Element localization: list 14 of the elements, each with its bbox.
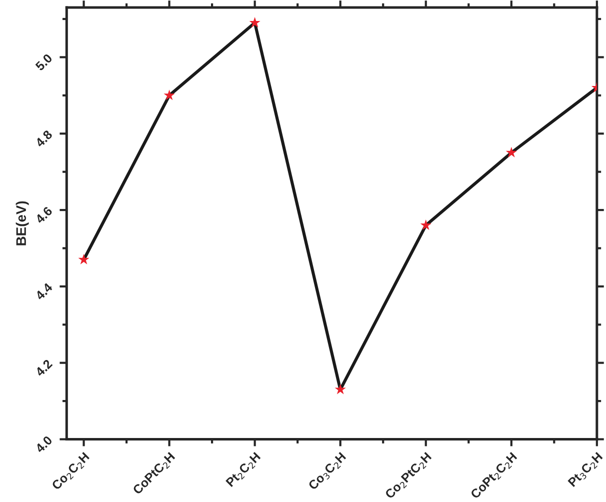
x-tick-label: Co$_{2}$C$_{2}$H — [51, 452, 91, 492]
x-tick-label: CoPt$_{2}$C$_{2}$H — [470, 452, 519, 501]
x-tick-label: Co$_{2}$PtC$_{2}$H — [384, 452, 434, 501]
y-tick-label: 4.4 — [34, 282, 53, 300]
y-tick-label: 4.8 — [34, 130, 53, 148]
y-tick-label: 4.2 — [34, 358, 53, 377]
x-tick-label: Pt$_{3}$C$_{2}$H — [568, 452, 604, 489]
y-axis-title: BE(eV) — [16, 201, 29, 246]
x-tick-label: Co$_{3}$C$_{2}$H — [308, 452, 348, 492]
x-tick-label: Pt$_{2}$C$_{2}$H — [225, 452, 262, 488]
x-tick-label: CoPtC$_{2}$H — [132, 452, 177, 496]
y-tick-label: 5.0 — [34, 53, 53, 72]
y-tick-label: 4.6 — [34, 206, 53, 224]
y-tick-label: 4.0 — [34, 435, 53, 454]
